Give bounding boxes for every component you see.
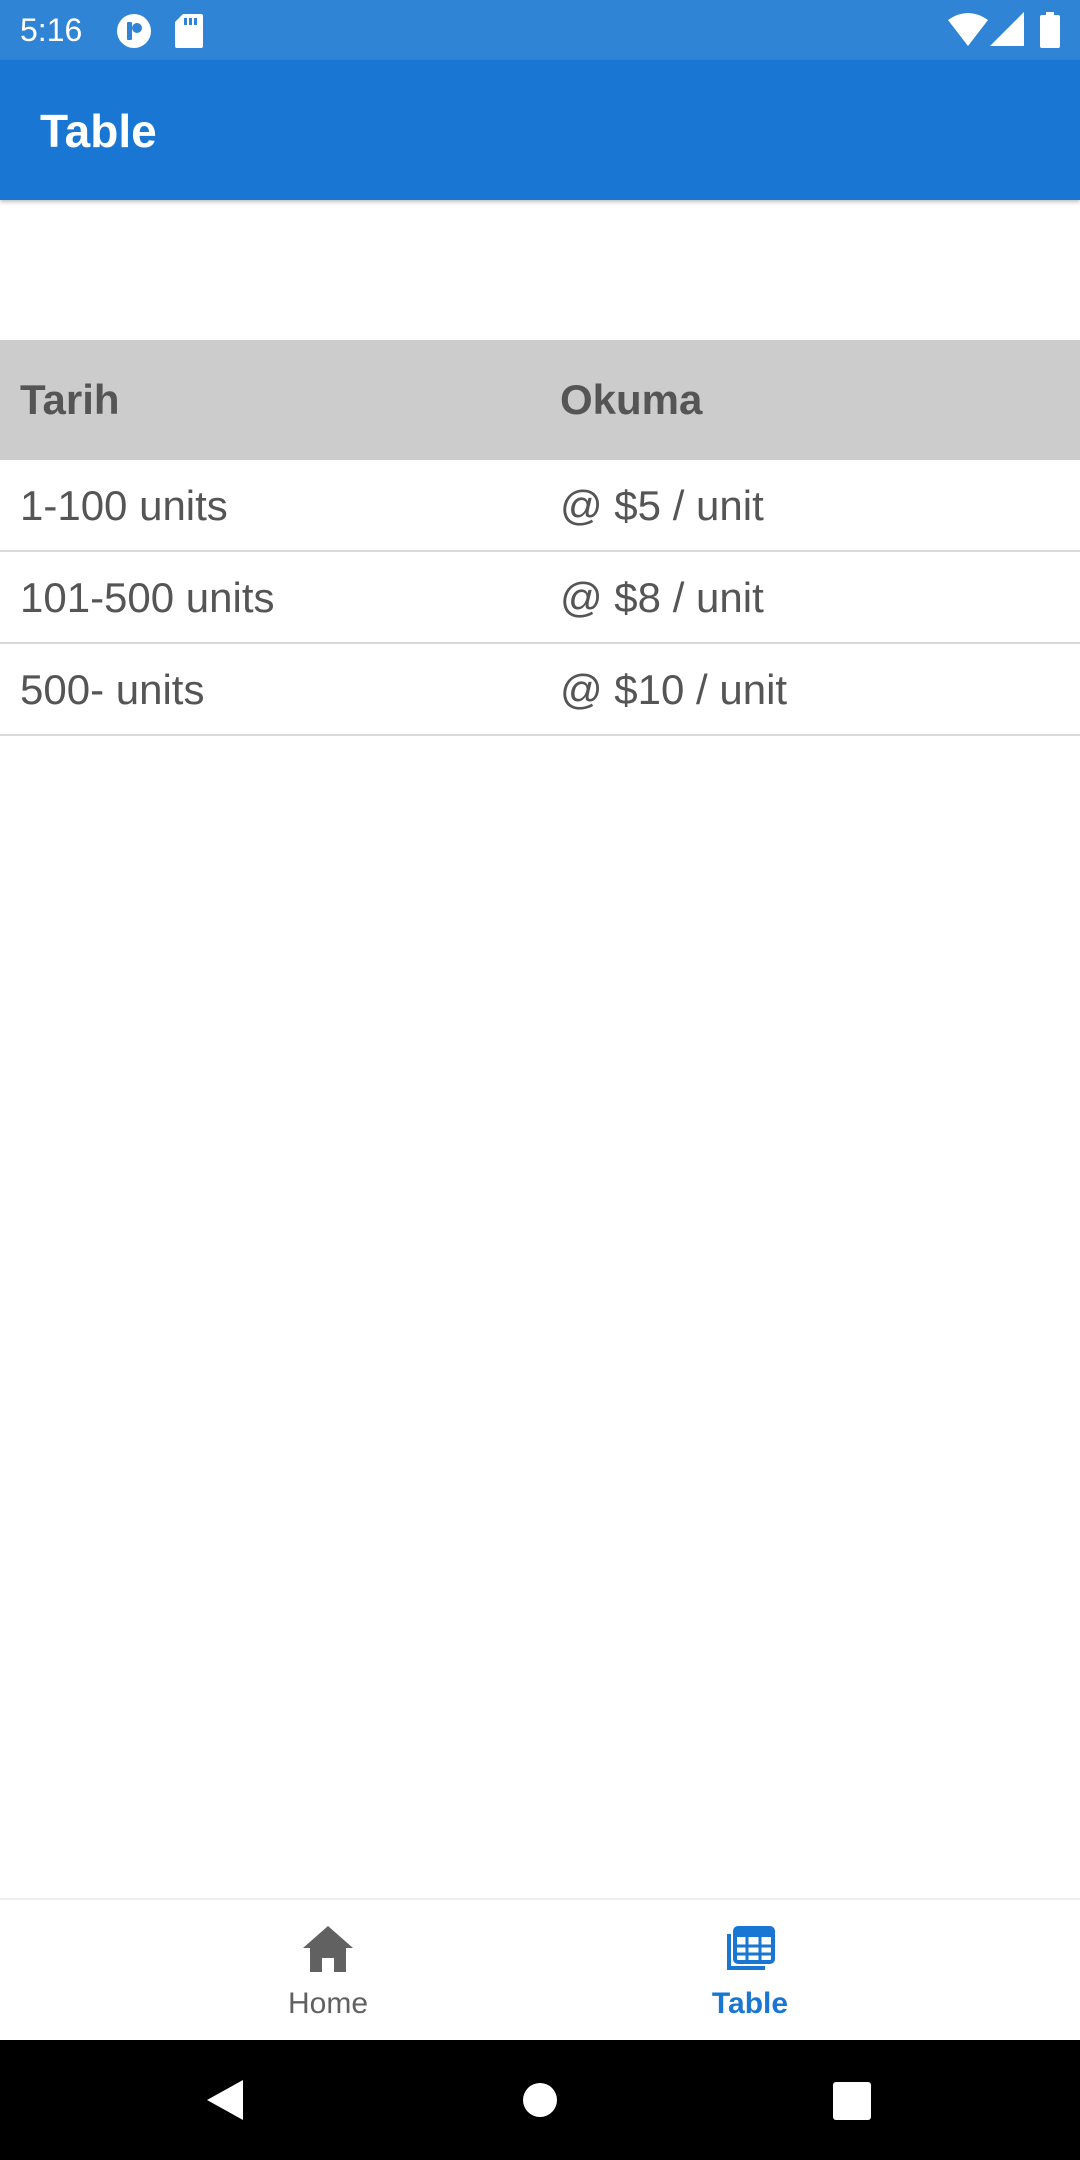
status-time: 5:16 <box>20 12 83 48</box>
sd-card-icon <box>175 14 209 48</box>
header-tarih: Tarih <box>20 376 120 423</box>
home-icon <box>303 1926 353 1972</box>
signal-icon <box>990 12 1024 48</box>
nav-item-home[interactable]: Home <box>58 1900 598 2040</box>
table-cell: 1-100 units <box>20 482 228 529</box>
app-bar: Table <box>0 60 1080 200</box>
nav-item-table[interactable]: Table <box>480 1900 1020 2040</box>
table-cell: @ $8 / unit <box>560 574 764 621</box>
table-row: 500- units @ $10 / unit <box>0 644 1080 736</box>
recents-icon[interactable] <box>833 2082 871 2120</box>
bottom-navigation: Home Table <box>0 1898 1080 2040</box>
back-icon[interactable] <box>205 2078 245 2122</box>
data-table: Tarih Okuma 1-100 units @ $5 / unit 101-… <box>0 340 1080 736</box>
p-icon <box>117 14 151 48</box>
page-title: Table <box>40 105 157 157</box>
home-circle-icon[interactable] <box>522 2082 558 2118</box>
table-cell: 500- units <box>20 666 205 713</box>
nav-label-table: Table <box>711 1987 789 2020</box>
system-navigation-bar <box>0 2040 1080 2160</box>
header-okuma: Okuma <box>560 376 703 423</box>
table-icon <box>727 1926 775 1970</box>
status-bar: 5:16 <box>0 0 1080 60</box>
table-row: 101-500 units @ $8 / unit <box>0 552 1080 644</box>
table-header: Tarih Okuma <box>0 340 1080 460</box>
table-cell: 101-500 units <box>20 574 275 621</box>
table-cell: @ $5 / unit <box>560 482 764 529</box>
wifi-icon <box>948 12 988 48</box>
nav-label-home: Home <box>287 1987 369 2020</box>
table-row: 1-100 units @ $5 / unit <box>0 460 1080 552</box>
table-cell: @ $10 / unit <box>560 666 788 713</box>
battery-icon <box>1040 12 1060 48</box>
